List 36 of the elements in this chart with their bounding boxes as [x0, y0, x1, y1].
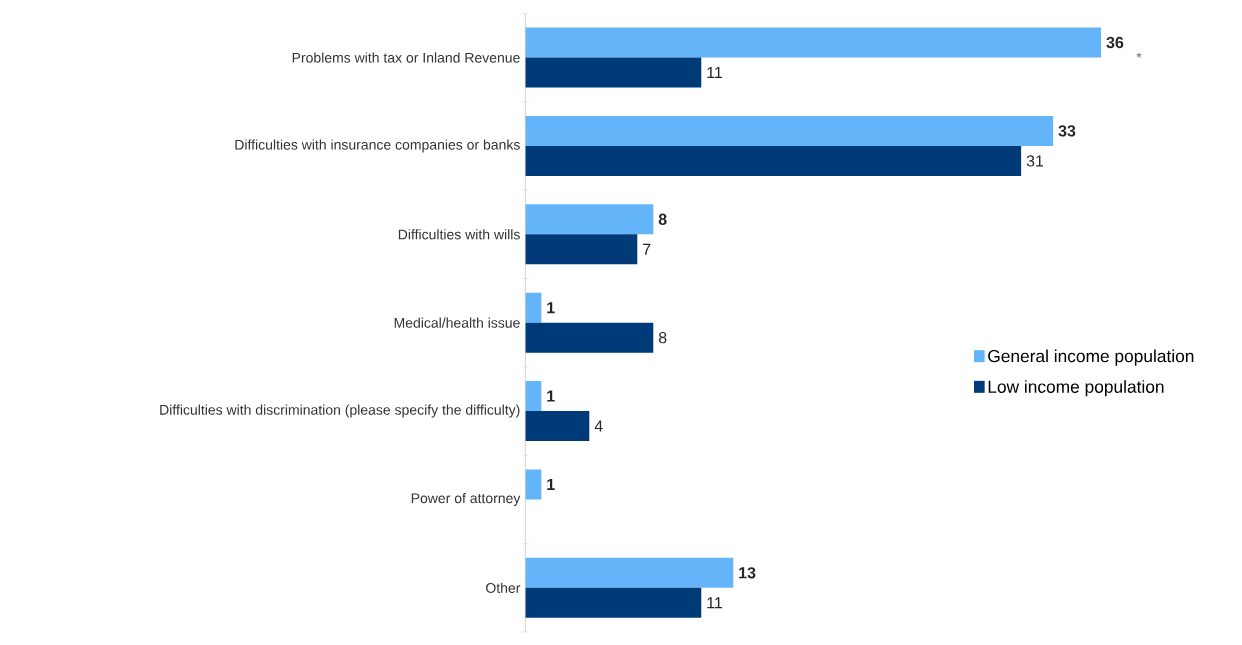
bar: [525, 557, 734, 588]
bar: [525, 292, 542, 323]
data-label: 1: [547, 302, 555, 314]
bar: [525, 57, 702, 88]
bar: [525, 204, 654, 235]
data-label: 33: [1058, 125, 1076, 137]
data-label: 13: [739, 567, 756, 579]
y-tick-label: Difficulties with wills: [398, 229, 520, 240]
bar: [525, 587, 702, 618]
data-label: 11: [707, 597, 723, 609]
y-tick-label: Difficulties with insurance companies or banks: [235, 139, 520, 153]
bar: [525, 27, 1102, 58]
y-tick-label: Medical/health issue: [394, 317, 520, 328]
legend-label: Low income population: [988, 380, 1164, 397]
text: *: [1136, 52, 1142, 58]
bar: [525, 322, 654, 353]
data-label: 4: [594, 420, 603, 432]
y-tick-label: Power of attorney: [411, 492, 521, 506]
bar: [525, 145, 1022, 176]
data-label: 11: [707, 67, 723, 79]
bar: [525, 411, 590, 442]
y-tick-label: Problems with tax or Inland Revenue: [292, 52, 520, 63]
data-label: 1: [547, 390, 555, 402]
y-tick-label: Other: [486, 582, 521, 593]
data-label: 8: [658, 213, 667, 225]
data-label: 1: [547, 478, 555, 490]
data-label: 36: [1106, 36, 1124, 49]
data-label: 31: [1026, 155, 1044, 167]
data-label: 7: [643, 243, 651, 255]
bar: [525, 115, 1054, 146]
data-label: 8: [658, 332, 667, 344]
legend-label: General income population: [988, 349, 1194, 366]
bar: [525, 381, 542, 412]
bar: [525, 469, 542, 500]
bar: [525, 234, 638, 265]
y-tick-label: Difficulties with discrimination (please specify the difficulty): [160, 404, 520, 418]
